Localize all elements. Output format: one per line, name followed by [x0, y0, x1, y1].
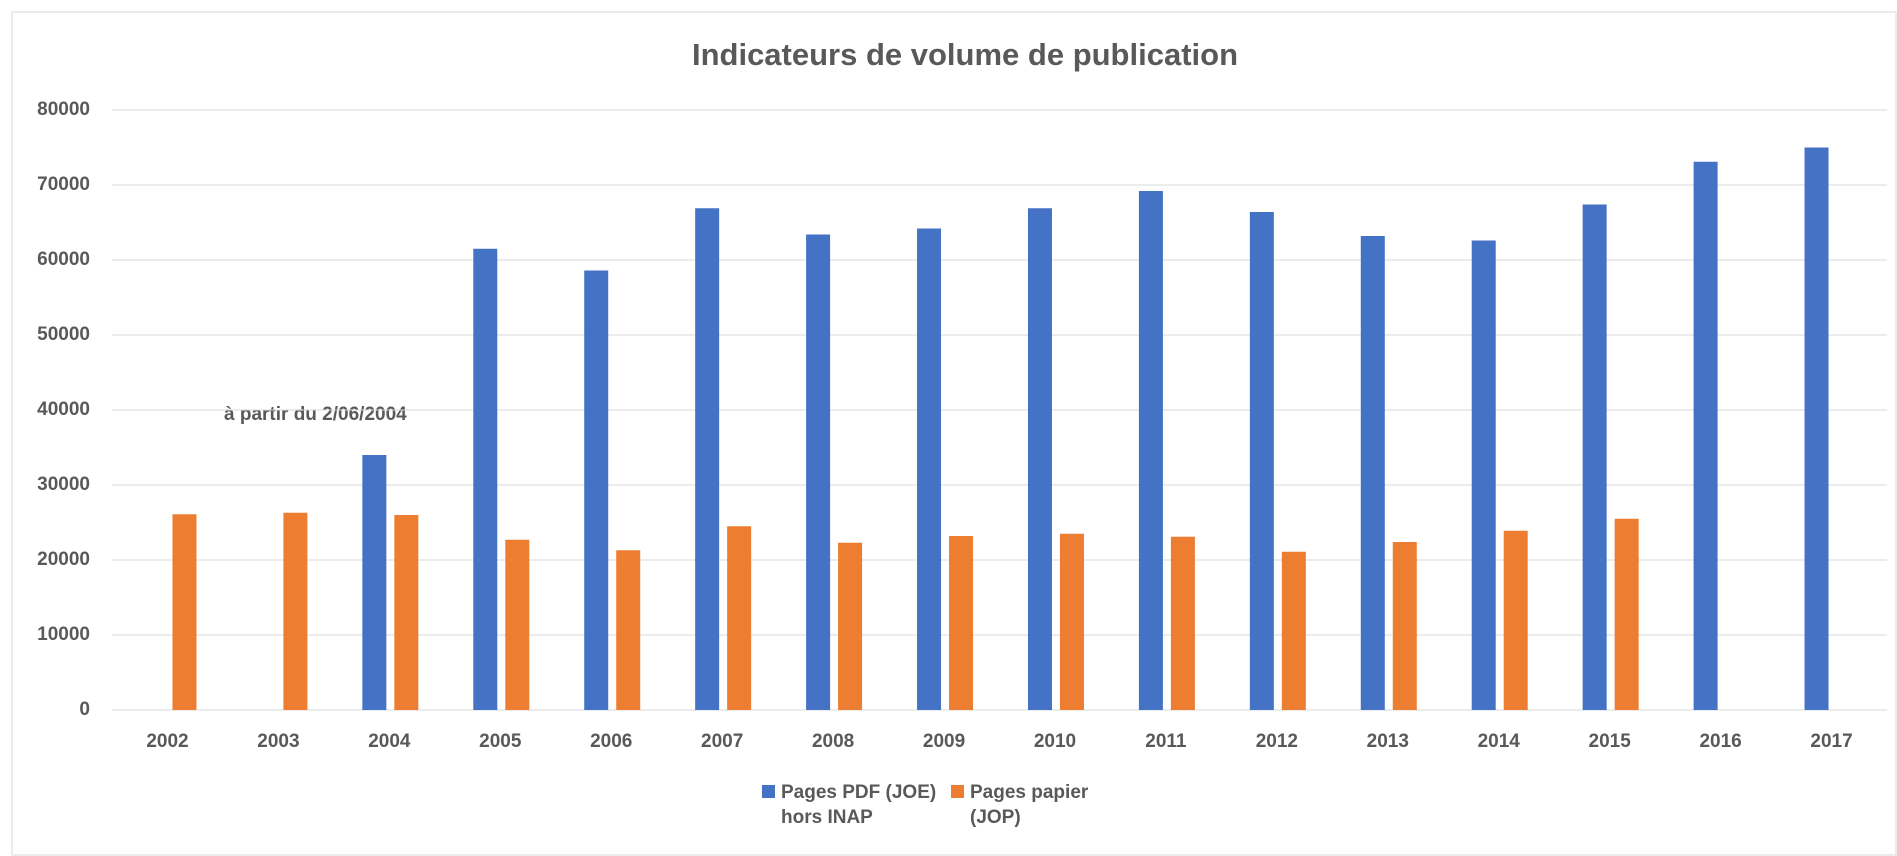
x-tick-label: 2002 [146, 731, 188, 752]
x-tick-label: 2016 [1699, 731, 1741, 752]
bar [1281, 551, 1306, 710]
y-tick-label: 30000 [37, 474, 90, 495]
y-tick-label: 50000 [37, 324, 90, 345]
y-tick-label: 70000 [37, 174, 90, 195]
y-tick-label: 40000 [37, 399, 90, 420]
bar [1392, 542, 1417, 710]
x-tick-label: 2005 [479, 731, 522, 752]
bar [616, 550, 641, 710]
annotation: à partir du 2/06/2004 [224, 404, 407, 425]
bar [806, 234, 831, 710]
bar [1170, 536, 1195, 710]
x-tick-label: 2015 [1589, 731, 1632, 752]
x-tick-label: 2008 [812, 731, 854, 752]
bar [1503, 530, 1528, 710]
x-tick-label: 2011 [1145, 731, 1187, 752]
bar [1027, 208, 1052, 710]
bar [283, 512, 308, 710]
x-tick-label: 2007 [701, 731, 743, 752]
bar [695, 208, 720, 710]
bar [727, 526, 752, 710]
bar [1693, 161, 1718, 710]
x-tick-label: 2006 [590, 731, 632, 752]
legend-swatch [762, 785, 775, 798]
x-tick-label: 2013 [1367, 731, 1409, 752]
bar [394, 515, 419, 710]
legend-swatch [951, 785, 964, 798]
bar [1360, 236, 1385, 710]
x-tick-label: 2009 [923, 731, 965, 752]
x-tick-label: 2010 [1034, 731, 1076, 752]
bar [1804, 147, 1829, 710]
x-tick-label: 2012 [1256, 731, 1298, 752]
bar [1138, 191, 1163, 710]
legend-item: Pages PDF (JOE) hors INAP [762, 780, 941, 830]
bar [838, 542, 863, 710]
bar [1614, 518, 1639, 710]
bar [917, 228, 942, 710]
x-tick-label: 2004 [368, 731, 411, 752]
y-tick-label: 20000 [37, 549, 90, 570]
y-tick-label: 80000 [37, 99, 90, 120]
y-tick-label: 0 [79, 699, 90, 720]
chart-title: Indicateurs de volume de publication [692, 37, 1238, 72]
y-tick-label: 10000 [37, 624, 90, 645]
x-tick-label: 2014 [1478, 731, 1521, 752]
bar [949, 536, 974, 710]
bar [505, 539, 530, 710]
x-tick-label: 2017 [1810, 731, 1852, 752]
x-tick-label: 2003 [257, 731, 299, 752]
bar [1471, 240, 1496, 710]
bar [584, 270, 609, 710]
bar [1582, 204, 1607, 710]
legend-label: Pages papier (JOP) [970, 782, 1089, 828]
bar [172, 514, 197, 710]
bar [1249, 212, 1274, 710]
bar [362, 455, 387, 710]
chart-border [11, 11, 1897, 856]
bar [473, 248, 498, 710]
legend: Pages PDF (JOE) hors INAP Pages papier (J… [762, 780, 1140, 830]
legend-label: Pages PDF (JOE) hors INAP [781, 782, 937, 828]
bar [1059, 533, 1084, 710]
y-tick-label: 60000 [37, 249, 90, 270]
legend-item: Pages papier (JOP) [951, 780, 1130, 830]
